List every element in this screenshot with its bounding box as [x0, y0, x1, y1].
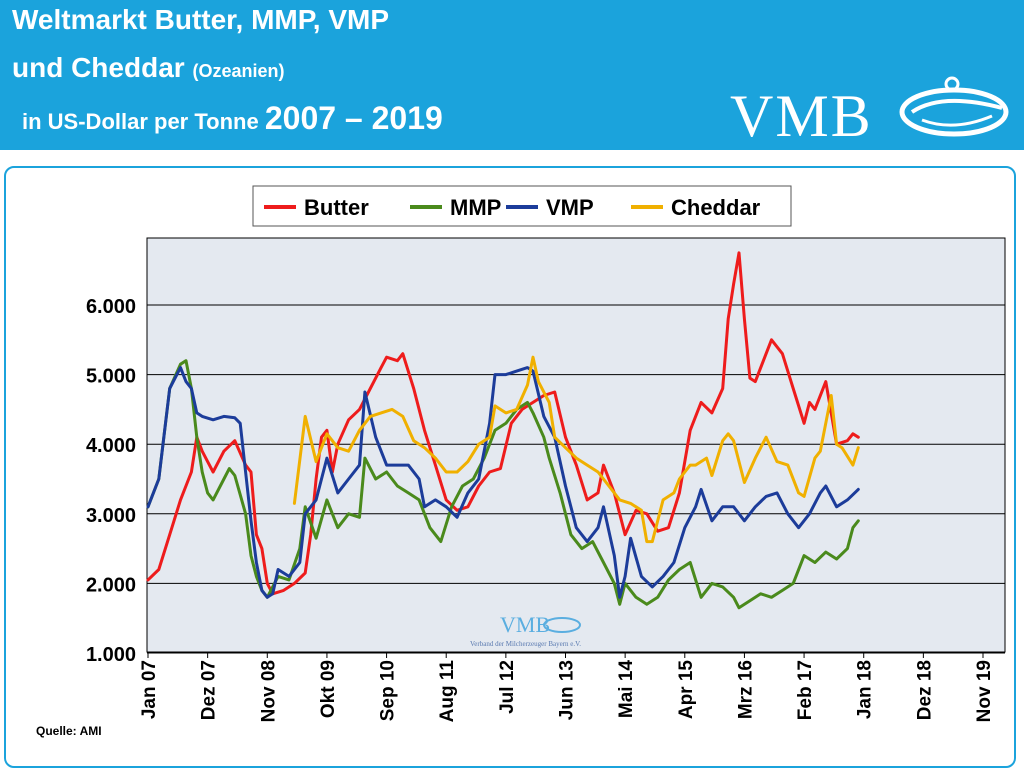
- watermark-logo: VMB: [500, 612, 550, 637]
- series-lines: [146, 251, 860, 610]
- x-tick-label: Jan 07: [139, 660, 160, 719]
- title-line1: Weltmarkt Butter, MMP, VMP: [12, 4, 390, 35]
- title-line2-small: (Ozeanien): [192, 61, 285, 81]
- y-tick-label: 4.000: [86, 435, 136, 457]
- x-tick-label: Jun 13: [557, 660, 578, 720]
- legend-label-vmp: VMP: [546, 195, 594, 220]
- watermark: VMB Verband der Milcherzeuger Bayern e.V…: [470, 612, 581, 648]
- y-tick-label: 2.000: [86, 574, 136, 596]
- x-tick-label: Jan 18: [855, 660, 876, 719]
- title-line3-main: in US-Dollar per Tonne: [22, 109, 259, 134]
- title-line2-main: und Cheddar: [12, 52, 185, 83]
- title-line3-years: 2007 – 2019: [264, 100, 443, 136]
- x-axis-ticks: Jan 07 Dez 07 Nov 08 Okt 09 Sep 10 Aug 11 Jul …: [139, 652, 995, 722]
- legend-label-butter: Butter: [304, 195, 369, 220]
- vmb-swirl-icon: [899, 76, 1009, 137]
- watermark-swirl-icon: [543, 617, 581, 633]
- x-tick-label: Aug 11: [437, 660, 458, 723]
- legend-label-mmp: MMP: [450, 195, 501, 220]
- series-line-vmp: [146, 366, 860, 599]
- grid-lines: [147, 304, 1005, 654]
- watermark-subtitle: Verband der Milcherzeuger Bayern e.V.: [470, 640, 581, 648]
- x-tick-label: Feb 17: [795, 660, 816, 720]
- y-tick-label: 3.000: [86, 505, 136, 527]
- title-line3: in US-Dollar per Tonne 2007 – 2019: [22, 100, 443, 137]
- y-tick-label: 5.000: [86, 366, 136, 388]
- plot-area: [146, 237, 1006, 653]
- header-banner: Weltmarkt Butter, MMP, VMP und Cheddar (…: [0, 0, 1024, 150]
- legend-label-cheddar: Cheddar: [671, 195, 761, 220]
- y-axis-ticks: 1.000 2.000 3.000 4.000 5.000 6.000: [86, 296, 136, 666]
- series-line-butter: [146, 251, 860, 596]
- y-tick-label: 6.000: [86, 296, 136, 318]
- x-tick-label: Sep 10: [378, 660, 399, 721]
- legend: Butter MMP VMP Cheddar: [252, 185, 792, 227]
- x-tick-label: Dez 07: [199, 660, 220, 720]
- source-note: Quelle: AMI: [36, 724, 102, 738]
- title-line2: und Cheddar (Ozeanien): [12, 52, 284, 84]
- x-tick-label: Dez 18: [914, 660, 935, 720]
- vmb-logo: VMB: [730, 83, 873, 149]
- x-tick-label: Nov 19: [974, 660, 995, 722]
- x-tick-label: Apr 15: [676, 660, 697, 720]
- x-tick-label: Okt 09: [318, 660, 339, 718]
- y-tick-label: 1.000: [86, 644, 136, 666]
- x-tick-label: Nov 08: [258, 660, 279, 722]
- series-line-cheddar: [292, 355, 860, 544]
- x-tick-label: Mrz 16: [735, 660, 756, 719]
- x-tick-label: Jul 12: [497, 660, 518, 714]
- x-tick-label: Mai 14: [616, 660, 637, 719]
